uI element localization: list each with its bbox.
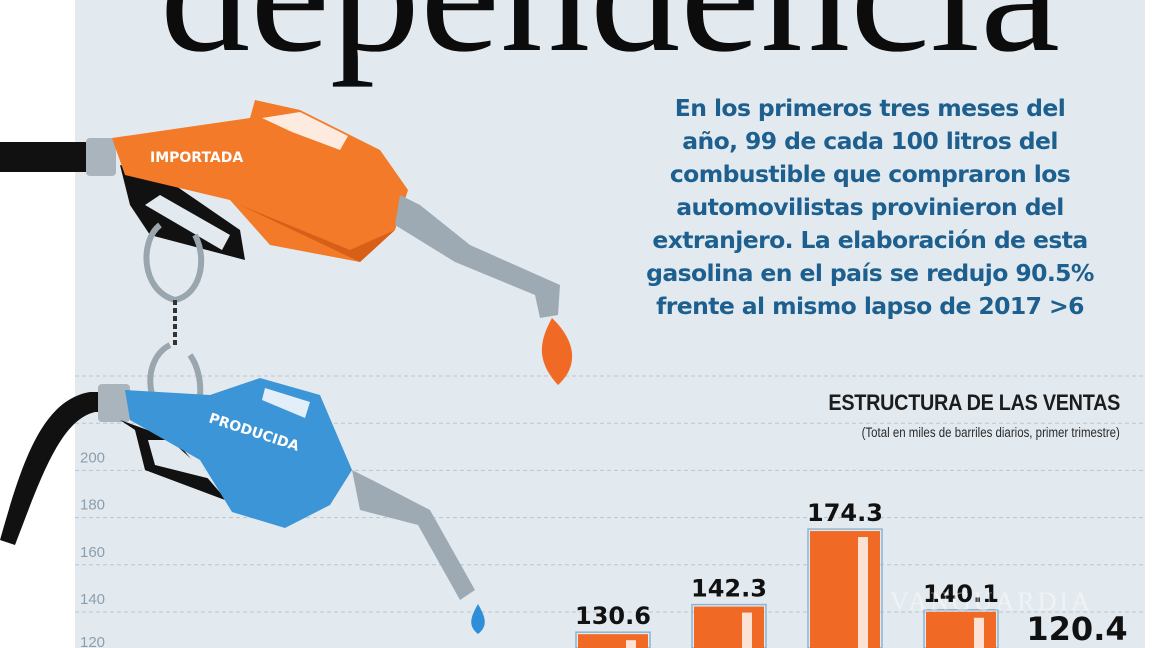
bar-highlight [742,612,752,648]
bar-highlight [858,537,868,648]
bar-outline [575,631,651,648]
bar-value-label: 130.6 [575,602,651,630]
bar-value-label: 140.1 [923,580,999,608]
y-tick-label: 200 [80,449,105,466]
chart-subtitle: (Total en miles de barriles diarios, pri… [861,425,1120,440]
intro-line: año, 99 de cada 100 litros del [682,127,1058,155]
bar-value-label: 142.3 [691,575,767,603]
bars: 130.6 142.3 174.3 140.1 120.4 [575,499,1128,648]
chart-title: ESTRUCTURA DE LAS VENTAS [828,390,1120,415]
bar-highlight [974,617,984,648]
y-tick-label: 180 [80,497,105,514]
bar [578,634,648,648]
bar [810,531,880,648]
produced-pump-icon: PRODUCIDA [0,378,485,634]
intro-line: En los primeros tres meses del [674,94,1066,122]
bar-outline [691,603,767,648]
intro-line: automovilistas provinieron del [676,193,1064,221]
y-axis-ticks: 120 140 160 180 200 [80,449,105,648]
intro-line: combustible que compraron los [669,160,1071,188]
bar-value-label: 120.4 [1026,610,1127,648]
imported-label: IMPORTADA [150,150,243,166]
intro-text: En los primeros tres meses del año, 99 d… [610,92,1130,323]
imported-pump-icon: IMPORTADA [0,100,573,385]
bar [926,611,996,648]
y-tick-label: 160 [80,544,105,561]
bar [694,606,764,648]
intro-line: extranjero. La elaboración de esta [652,226,1088,254]
y-tick-label: 140 [80,591,105,608]
bar-highlight [626,640,636,648]
headline: dependencia [160,0,1060,88]
intro-line: frente al mismo lapso de 2017 >6 [656,292,1084,320]
bar-outline [807,528,883,648]
y-tick-label: 120 [80,634,105,648]
watermark: VANGUARDIA [890,587,1093,616]
bar-value-label: 174.3 [807,499,883,527]
intro-line: gasolina en el país se redujo 90.5% [646,259,1094,287]
